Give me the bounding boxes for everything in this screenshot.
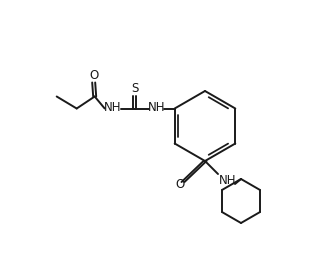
Text: NH: NH: [148, 101, 165, 114]
Text: O: O: [89, 69, 98, 82]
Text: S: S: [131, 82, 138, 95]
Text: NH: NH: [219, 174, 237, 188]
Text: NH: NH: [104, 101, 121, 114]
Text: O: O: [175, 177, 185, 191]
